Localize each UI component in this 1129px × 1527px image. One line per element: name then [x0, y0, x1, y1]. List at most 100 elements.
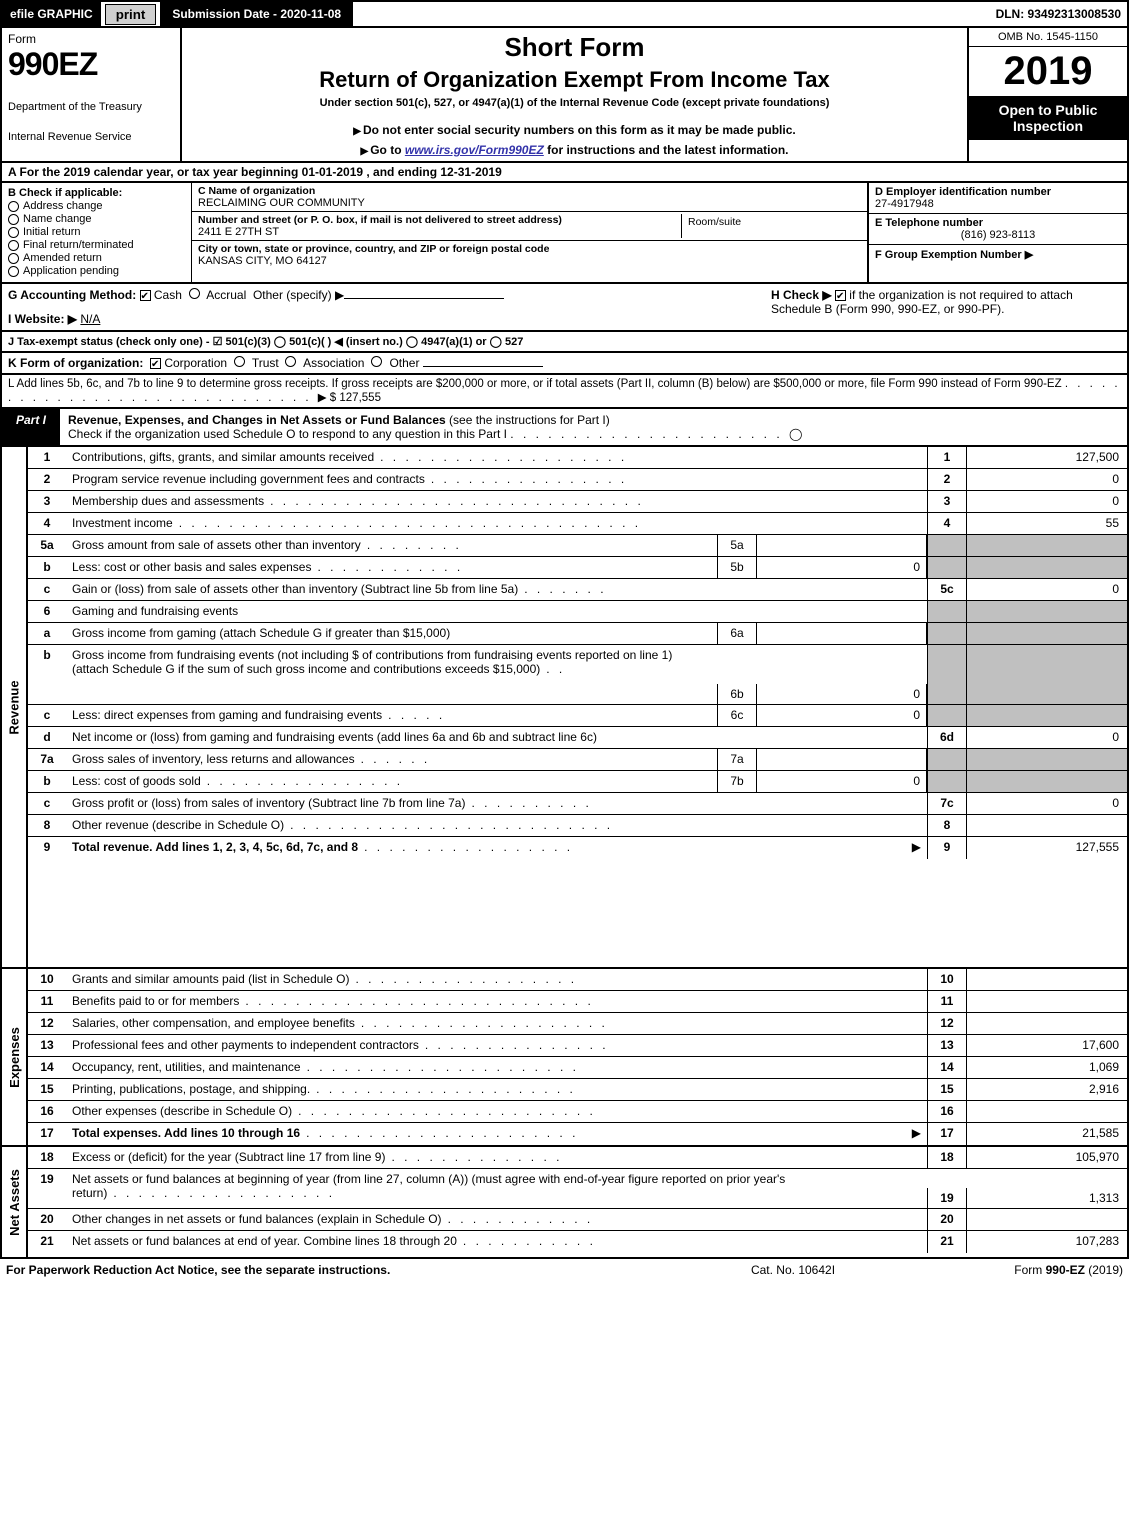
- line-11-value: [967, 991, 1127, 1012]
- line-7c-value: 0: [967, 793, 1127, 814]
- chk-association[interactable]: [285, 356, 296, 367]
- group-exemption-label: F Group Exemption Number ▶: [875, 248, 1121, 261]
- part1-tab: Part I: [2, 409, 60, 445]
- chk-accrual[interactable]: [189, 288, 200, 299]
- line-7a-value: [757, 749, 927, 770]
- revenue-sidelabel: Revenue: [2, 447, 28, 967]
- chk-trust[interactable]: [234, 356, 245, 367]
- website-label: I Website: ▶: [8, 312, 77, 326]
- line-17-value: 21,585: [967, 1123, 1127, 1145]
- line-6b-value: 0: [757, 684, 927, 704]
- header-center: Short Form Return of Organization Exempt…: [182, 28, 967, 161]
- top-bar: efile GRAPHIC print Submission Date - 20…: [0, 0, 1129, 28]
- org-name: RECLAIMING OUR COMMUNITY: [198, 197, 861, 209]
- line-19-value: 1,313: [967, 1188, 1127, 1208]
- print-button[interactable]: print: [105, 4, 157, 25]
- goto-instructions: Go to www.irs.gov/Form990EZ for instruct…: [192, 143, 957, 157]
- open-to-public: Open to Public Inspection: [969, 96, 1127, 140]
- info-block: B Check if applicable: Address change Na…: [0, 183, 1129, 284]
- box-def: D Employer identification number 27-4917…: [867, 183, 1127, 282]
- dept-irs: Internal Revenue Service: [8, 131, 174, 143]
- omb-number: OMB No. 1545-1150: [969, 28, 1127, 47]
- irs-link[interactable]: www.irs.gov/Form990EZ: [405, 143, 544, 157]
- street-label: Number and street (or P. O. box, if mail…: [198, 214, 681, 226]
- circle-icon: [8, 214, 19, 225]
- box-b: B Check if applicable: Address change Na…: [2, 183, 192, 282]
- part1-table: Revenue 1Contributions, gifts, grants, a…: [0, 447, 1129, 1259]
- line-5a-value: [757, 535, 927, 556]
- chk-final-return[interactable]: Final return/terminated: [8, 239, 185, 251]
- street-value: 2411 E 27TH ST: [198, 226, 681, 238]
- telephone-label: E Telephone number: [875, 217, 1121, 229]
- circle-icon: [8, 253, 19, 264]
- line-21-value: 107,283: [967, 1231, 1127, 1253]
- line-2-value: 0: [967, 469, 1127, 490]
- line-4-value: 55: [967, 513, 1127, 534]
- form-number: 990EZ: [8, 46, 174, 83]
- chk-address-change[interactable]: Address change: [8, 200, 185, 212]
- catalog-number: Cat. No. 10642I: [663, 1263, 923, 1277]
- line-5b-value: 0: [757, 557, 927, 578]
- line-1-value: 127,500: [967, 447, 1127, 468]
- chk-amended-return[interactable]: Amended return: [8, 252, 185, 264]
- title-under: Under section 501(c), 527, or 4947(a)(1)…: [192, 97, 957, 109]
- header-right: OMB No. 1545-1150 2019 Open to Public In…: [967, 28, 1127, 161]
- box-b-label: B Check if applicable:: [8, 187, 185, 199]
- telephone-value: (816) 923-8113: [875, 229, 1121, 241]
- line-15-value: 2,916: [967, 1079, 1127, 1100]
- other-specify-input[interactable]: [344, 298, 504, 299]
- line-3-value: 0: [967, 491, 1127, 512]
- dept-treasury: Department of the Treasury: [8, 101, 174, 113]
- submission-date-label: Submission Date - 2020-11-08: [160, 2, 353, 26]
- chk-name-change[interactable]: Name change: [8, 213, 185, 225]
- paperwork-notice: For Paperwork Reduction Act Notice, see …: [6, 1263, 663, 1277]
- box-g: G Accounting Method: Cash Accrual Other …: [8, 288, 771, 326]
- circle-icon: [8, 240, 19, 251]
- other-org-input[interactable]: [423, 366, 543, 367]
- tax-exempt-status-row: J Tax-exempt status (check only one) - ☑…: [0, 332, 1129, 353]
- ein-value: 27-4917948: [875, 198, 1121, 210]
- box-h: H Check ▶ if the organization is not req…: [771, 288, 1121, 326]
- line-12-value: [967, 1013, 1127, 1034]
- city-label: City or town, state or province, country…: [198, 243, 861, 255]
- form-of-org-row: K Form of organization: Corporation Trus…: [0, 353, 1129, 375]
- page-footer: For Paperwork Reduction Act Notice, see …: [0, 1259, 1129, 1281]
- expenses-sidelabel: Expenses: [2, 969, 28, 1145]
- ein-label: D Employer identification number: [875, 186, 1121, 198]
- efile-graphic-label: efile GRAPHIC: [2, 2, 101, 26]
- gh-block: G Accounting Method: Cash Accrual Other …: [0, 284, 1129, 332]
- ssn-warning: Do not enter social security numbers on …: [192, 123, 957, 137]
- line-5c-value: 0: [967, 579, 1127, 600]
- website-value: N/A: [80, 312, 100, 326]
- line-13-value: 17,600: [967, 1035, 1127, 1056]
- accounting-method-label: G Accounting Method:: [8, 288, 136, 302]
- form-number-footer: Form 990-EZ (2019): [923, 1263, 1123, 1277]
- line-14-value: 1,069: [967, 1057, 1127, 1078]
- chk-cash[interactable]: [140, 290, 151, 301]
- dln-label: DLN: 93492313008530: [996, 7, 1127, 21]
- line-9-value: 127,555: [967, 837, 1127, 859]
- title-short-form: Short Form: [192, 32, 957, 63]
- line-18-value: 105,970: [967, 1147, 1127, 1168]
- room-suite-label: Room/suite: [681, 214, 861, 238]
- header-left: Form 990EZ Department of the Treasury In…: [2, 28, 182, 161]
- chk-schedule-b-not-required[interactable]: [835, 290, 846, 301]
- line-8-value: [967, 815, 1127, 836]
- circle-icon: [8, 266, 19, 277]
- gross-receipts-amount: ▶ $ 127,555: [318, 392, 381, 404]
- city-value: KANSAS CITY, MO 64127: [198, 255, 861, 267]
- line-16-value: [967, 1101, 1127, 1122]
- chk-other-org[interactable]: [371, 356, 382, 367]
- line-7b-value: 0: [757, 771, 927, 792]
- title-return: Return of Organization Exempt From Incom…: [192, 67, 957, 93]
- chk-corporation[interactable]: [150, 358, 161, 369]
- circle-icon: [8, 201, 19, 212]
- form-word: Form: [8, 32, 174, 46]
- line-6d-value: 0: [967, 727, 1127, 748]
- chk-application-pending[interactable]: Application pending: [8, 265, 185, 277]
- line-6c-value: 0: [757, 705, 927, 726]
- chk-initial-return[interactable]: Initial return: [8, 226, 185, 238]
- line-l-row: L Add lines 5b, 6c, and 7b to line 9 to …: [0, 375, 1129, 409]
- org-name-label: C Name of organization: [198, 185, 861, 197]
- tax-year: 2019: [969, 47, 1127, 96]
